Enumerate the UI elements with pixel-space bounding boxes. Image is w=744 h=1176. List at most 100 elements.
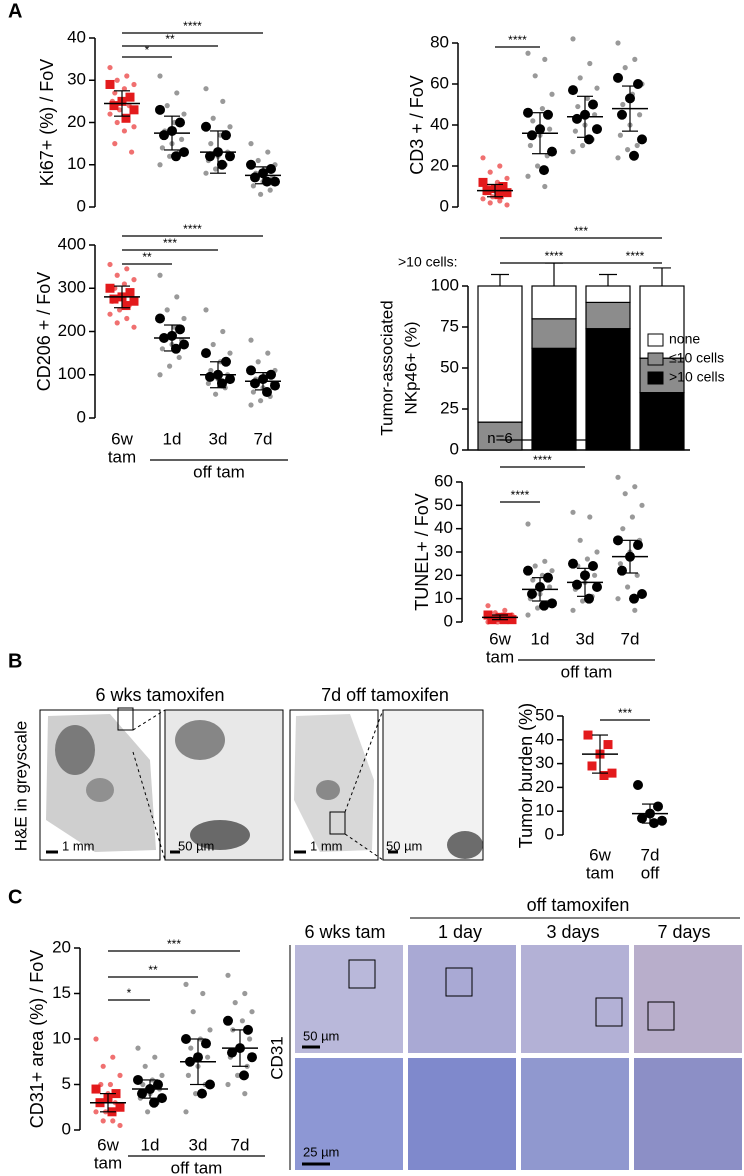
scale-label: 1 mm [62,838,95,853]
fov-point [547,584,553,590]
fov-point [179,136,185,142]
fov-point [225,972,231,978]
fov-point [530,577,536,583]
micrograph [521,945,629,1053]
fov-point [504,175,510,181]
fov-point [539,106,546,112]
fov-point [620,526,626,532]
fov-point [535,605,541,611]
bar-segment [531,318,577,349]
mouse-point [629,593,639,604]
x-tick-label: 7d [254,429,273,448]
mouse-point [205,1079,215,1090]
fov-point [145,1109,151,1115]
y-tick-label: 100 [58,364,86,383]
scale-label: 50 µm [303,1028,339,1043]
y-tick-label: 20 [52,937,71,956]
x-tick-label: 7d [231,1135,250,1154]
fov-point [637,112,643,118]
fov-point [527,142,534,149]
y-tick-label: 0 [444,611,453,630]
mouse-point [568,558,578,569]
y-tick-label: 15 [52,983,71,1002]
fov-point [570,509,576,515]
fov-point [487,169,493,175]
group-label: off tam [171,1158,223,1176]
fov-point [110,1054,116,1060]
mouse-point [137,1088,147,1099]
mouse-point [617,109,627,120]
y-axis-label: CD206 + / FoV [34,272,54,392]
mouse-point [246,159,256,170]
y-axis-label: Tumor-associated [377,300,396,435]
scale-label: 50 µm [386,838,422,853]
fov-point [632,607,638,613]
tumor-region [175,720,225,760]
fov-point [570,149,576,155]
fov-point [159,145,165,151]
mouse-point [155,104,165,115]
fov-point [124,266,130,272]
fov-point [227,124,233,130]
fov-point [100,1118,106,1124]
fov-point [131,324,137,330]
mouse-point [205,151,215,162]
significance-label: * [145,43,150,57]
fov-point [193,1091,199,1097]
mouse-point [109,294,119,304]
legend-swatch [647,352,664,366]
fov-point [157,162,163,168]
fov-point [242,1091,248,1097]
fov-point [190,1009,196,1015]
significance-label: *** [167,937,181,951]
x-tick-label: tam [586,863,614,882]
image-title: 6 wks tamoxifen [95,685,224,705]
fov-point [203,170,209,176]
mouse-point [270,176,280,187]
fov-point [248,402,254,408]
mouse-point [592,582,602,592]
x-tick-label: 1d [163,429,182,448]
image-title: 7d off tamoxifen [321,685,449,705]
x-tick-label: 6w [589,845,611,864]
significance-label: ** [148,963,158,977]
significance-label: **** [626,249,645,263]
mouse-point [121,113,131,123]
tumor-region [190,820,250,850]
zoom-box [329,811,346,835]
y-tick-label: 10 [434,588,453,607]
mouse-point [133,1074,143,1085]
fov-point [208,367,214,374]
fov-point [207,1027,213,1033]
fov-point [110,1118,116,1124]
fov-point [617,132,624,138]
y-tick-label: 0 [77,196,86,215]
y-tick-label: 40 [67,27,86,46]
y-tick-label: 10 [67,154,86,173]
mouse-point [225,151,235,162]
mouse-point [523,565,533,576]
mouse-point [592,124,602,135]
fov-point [93,1109,99,1115]
fov-point [181,111,187,117]
image-group-label: off tamoxifen [527,895,630,915]
mouse-point [153,1079,163,1090]
mouse-point [527,589,537,599]
fov-point [203,86,209,92]
mouse-point [588,99,598,110]
fov-point [542,56,548,63]
mouse-point [633,79,643,89]
fov-point [617,561,624,567]
fov-point [121,128,127,134]
mouse-point [498,182,508,191]
mouse-point [109,101,119,111]
y-tick-label: 10 [52,1028,71,1047]
mouse-point [599,771,609,780]
mouse-point [270,380,280,391]
fov-point [497,198,503,204]
fov-point [205,1054,211,1060]
mouse-point [250,172,260,183]
fov-point [592,572,598,578]
y-tick-label: 0 [450,439,459,458]
